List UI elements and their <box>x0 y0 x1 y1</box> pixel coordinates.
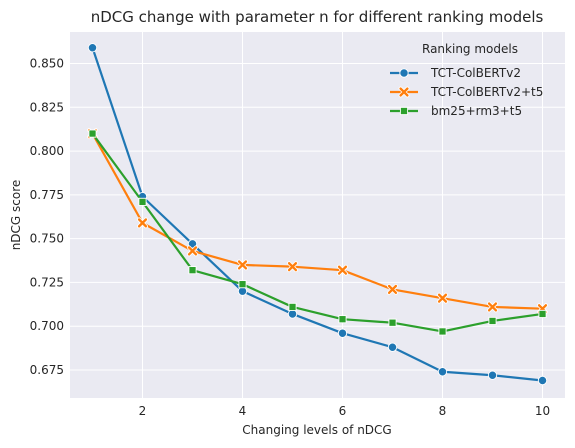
data-point-x <box>337 264 348 276</box>
data-point-square <box>338 315 347 324</box>
y-tick-label: 0.750 <box>30 232 64 246</box>
y-tick-label: 0.850 <box>30 57 64 71</box>
data-point-square <box>288 302 297 311</box>
y-tick-label: 0.725 <box>30 275 64 289</box>
data-point-circle <box>287 309 298 319</box>
data-point-square <box>188 266 197 275</box>
x-axis-ticks: 2 4 6 8 10 <box>139 404 550 418</box>
chart-title: nDCG change with parameter n for differe… <box>91 8 544 26</box>
y-tick-label: 0.825 <box>30 100 64 114</box>
data-point-square <box>238 280 247 289</box>
x-axis-title: Changing levels of nDCG <box>242 423 391 437</box>
series-line <box>91 47 543 382</box>
y-axis-ticks: 0.675 0.700 0.725 0.750 0.775 0.800 0.825 0.850 <box>30 57 64 377</box>
data-point-square <box>538 309 547 318</box>
data-point-circle <box>87 43 98 53</box>
legend-item: TCT-ColBERTv2+t5 <box>390 85 543 99</box>
legend-label: TCT-ColBERTv2 <box>430 66 521 80</box>
y-axis-title: nDCG score <box>9 180 23 251</box>
x-tick-label: 2 <box>139 404 147 418</box>
data-point-circle <box>237 286 248 296</box>
data-point-circle <box>387 342 398 352</box>
data-point-circle <box>437 367 448 377</box>
data-point-x <box>287 261 298 273</box>
data-point-x <box>137 217 148 229</box>
x-tick-label: 8 <box>439 404 447 418</box>
data-point-x <box>187 245 198 257</box>
data-point-x <box>437 292 448 304</box>
data-point-legend-marker <box>399 106 409 116</box>
data-point-square <box>438 327 447 336</box>
data-point-circle <box>337 328 348 338</box>
legend-label: bm25+rm3+t5 <box>431 104 522 118</box>
data-point-x <box>487 301 498 313</box>
data-point-square <box>88 129 97 138</box>
legend-item: TCT-ColBERTv2 <box>390 66 521 80</box>
y-tick-label: 0.775 <box>30 188 64 202</box>
data-point-square <box>388 318 397 327</box>
legend: Ranking models TCT-ColBERTv2 TCT-ColBERTv… <box>390 42 543 118</box>
data-point-legend-marker <box>398 86 410 98</box>
data-point-circle <box>487 370 498 380</box>
data-point-square <box>488 316 497 325</box>
legend-item: bm25+rm3+t5 <box>390 104 522 118</box>
y-tick-label: 0.675 <box>30 363 64 377</box>
x-tick-label: 4 <box>239 404 247 418</box>
data-point-x <box>237 259 248 271</box>
series-2 <box>88 129 547 336</box>
y-tick-label: 0.800 <box>30 144 64 158</box>
y-tick-label: 0.700 <box>30 319 64 333</box>
series-line <box>91 132 543 333</box>
data-point-x <box>387 284 398 295</box>
data-point-circle <box>537 375 548 386</box>
x-tick-label: 6 <box>339 404 347 418</box>
series-layer <box>87 43 548 386</box>
data-point-legend-marker <box>399 68 409 78</box>
x-tick-label: 10 <box>535 404 550 418</box>
legend-label: TCT-ColBERTv2+t5 <box>430 85 543 99</box>
legend-title: Ranking models <box>422 42 518 56</box>
data-point-square <box>138 197 147 206</box>
